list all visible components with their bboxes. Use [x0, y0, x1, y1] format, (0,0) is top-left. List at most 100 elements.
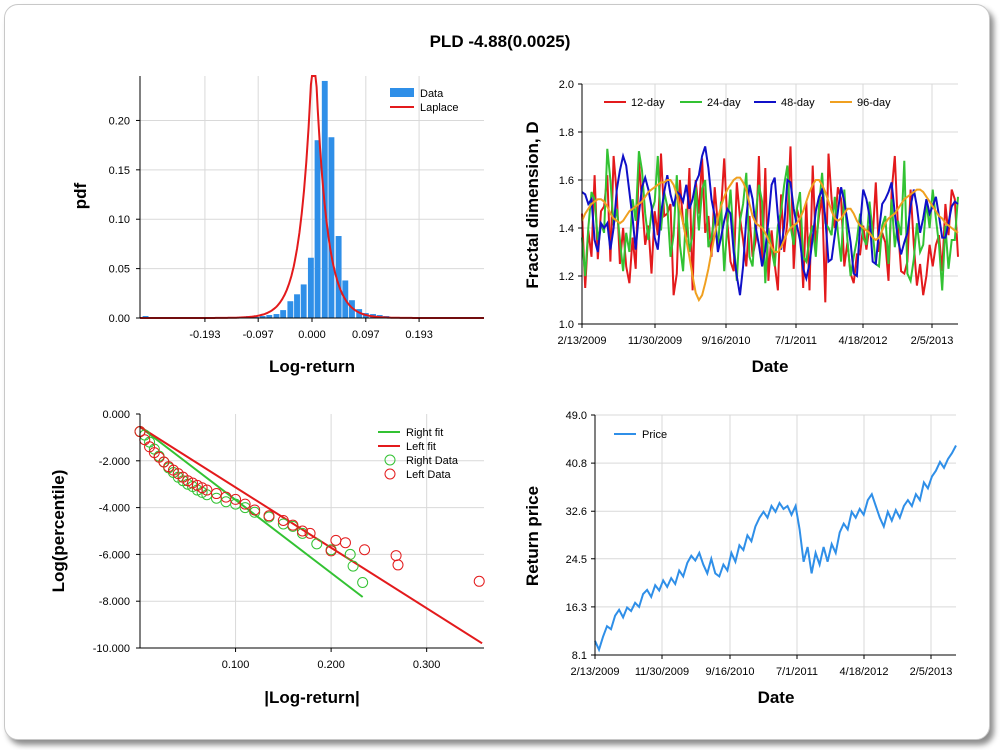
- legend-swatch-right-data: [384, 454, 396, 466]
- y-tick-label: 8.1: [572, 650, 587, 662]
- x-tick-label: 2/5/2013: [911, 335, 954, 347]
- x-tick-label: -0.097: [243, 329, 274, 341]
- series-line-48-day: [581, 146, 959, 296]
- tail-marks: [134, 426, 485, 645]
- histogram-bars: [142, 80, 418, 318]
- histogram-bar: [259, 316, 266, 318]
- x-tick-label: 4/18/2012: [839, 335, 888, 347]
- y-tick-label: -8.000: [99, 596, 130, 608]
- data-point: [473, 575, 485, 587]
- x-tick-label: 7/1/2011: [776, 666, 818, 678]
- legend-label: 12-day: [631, 97, 665, 109]
- histogram-bar: [294, 294, 300, 318]
- y-tick-label: 32.6: [566, 506, 587, 518]
- histogram-bar: [349, 300, 355, 318]
- data-point: [210, 488, 222, 500]
- x-tick-label: 7/1/2011: [775, 335, 817, 347]
- x-tick-label: 0.000: [298, 329, 326, 341]
- histogram-bar: [287, 301, 294, 318]
- tail-x-label: |Log-return|: [264, 688, 359, 707]
- y-tick-label: -6.000: [99, 549, 130, 561]
- data-point: [201, 484, 213, 496]
- data-point: [287, 519, 299, 531]
- price-y-label: Return price: [523, 486, 542, 586]
- data-point: [339, 537, 351, 549]
- x-tick-label: 2/13/2009: [558, 335, 607, 347]
- y-tick-label: 0.20: [109, 115, 130, 127]
- y-tick-label: 0.00: [109, 313, 130, 325]
- y-tick-label: 16.3: [566, 602, 587, 614]
- y-tick-label: 1.6: [559, 175, 574, 187]
- fit-line: [139, 426, 364, 598]
- histogram-y-ticks: 0.00 0.05 0.10 0.15 0.20: [109, 115, 140, 325]
- legend-label-right-fit: Right fit: [406, 427, 443, 439]
- price-axes: [594, 415, 956, 656]
- y-tick-label: 2.0: [559, 79, 574, 91]
- data-point: [304, 527, 316, 539]
- histogram-grid: [140, 76, 484, 318]
- x-tick-label: 11/30/2009: [635, 666, 689, 678]
- data-point: [230, 493, 242, 505]
- histogram-bar: [314, 140, 321, 318]
- data-point: [239, 498, 251, 510]
- histogram-bar: [335, 236, 342, 318]
- y-tick-label: 1.8: [559, 127, 574, 139]
- page-title: PLD -4.88(0.0025): [429, 32, 571, 51]
- histogram-bar: [307, 257, 314, 318]
- fractal-y-label: Fractal dimension, D: [523, 121, 542, 288]
- y-tick-label: 24.5: [566, 554, 587, 566]
- legend-swatch-left-data: [384, 468, 396, 480]
- series-line-24-day: [581, 148, 959, 291]
- y-tick-label: 1.4: [559, 223, 574, 235]
- fractal-panel: 2/13/2009 11/30/2009 9/16/2010 7/1/2011 4/18…: [523, 79, 959, 376]
- price-y-ticks: 8.1 16.3 24.5 32.6 40.8 49.0: [566, 410, 595, 662]
- data-point: [311, 538, 323, 550]
- legend-label: 96-day: [857, 97, 891, 109]
- x-tick-label: 9/16/2010: [702, 335, 751, 347]
- price-x-ticks: 2/13/2009 11/30/2009 9/16/2010 7/1/2011 4/18…: [571, 655, 952, 678]
- price-x-label: Date: [758, 688, 795, 707]
- legend-label-price: Price: [642, 429, 667, 441]
- data-point: [330, 534, 342, 546]
- data-point: [357, 576, 369, 588]
- legend-swatch-data: [390, 88, 414, 97]
- y-tick-label: -4.000: [99, 503, 130, 515]
- series-line-12-day: [581, 146, 959, 303]
- x-tick-label: 2/13/2009: [571, 666, 620, 678]
- fractal-axes: [581, 84, 958, 325]
- tail-legend: Right fit Left fit Right Data Left Data: [378, 427, 459, 481]
- data-point: [296, 527, 308, 539]
- data-point: [249, 504, 261, 516]
- histogram-bar: [328, 137, 335, 318]
- price-panel: 2/13/2009 11/30/2009 9/16/2010 7/1/2011 4/18…: [523, 410, 957, 707]
- data-point: [347, 560, 359, 572]
- x-tick-label: 9/16/2010: [706, 666, 755, 678]
- x-tick-label: 0.200: [317, 659, 345, 671]
- data-point: [344, 548, 356, 560]
- tail-y-ticks: 0.000 -2.000 -4.000 -6.000 -8.000 -10.000: [93, 409, 140, 655]
- fractal-x-ticks: 2/13/2009 11/30/2009 9/16/2010 7/1/2011 4/18…: [558, 324, 954, 347]
- x-tick-label: 0.300: [413, 659, 441, 671]
- x-tick-label: 0.097: [352, 329, 380, 341]
- tail-x-ticks: 0.100 0.200 0.300: [222, 648, 441, 671]
- data-point: [359, 544, 371, 556]
- x-tick-label: -0.193: [189, 329, 220, 341]
- fractal-lines: [581, 146, 959, 303]
- histogram-bar: [273, 314, 280, 318]
- y-tick-label: 49.0: [566, 410, 587, 422]
- legend-label-left-fit: Left fit: [406, 441, 436, 453]
- tail-grid: [140, 414, 484, 648]
- legend-label-data: Data: [420, 88, 444, 100]
- price-line: [594, 445, 957, 653]
- y-tick-label: -2.000: [99, 456, 130, 468]
- histogram-y-label: pdf: [71, 182, 90, 209]
- histogram-panel: -0.193 -0.097 0.000 0.097 0.193 0.00 0.05 0.10…: [71, 75, 484, 376]
- x-tick-label: 11/30/2009: [628, 335, 682, 347]
- data-point: [325, 545, 337, 557]
- price-legend: Price: [614, 429, 667, 441]
- legend-label: 24-day: [707, 97, 741, 109]
- data-point: [296, 525, 308, 537]
- y-tick-label: 0.000: [102, 409, 130, 421]
- histogram-bar: [300, 284, 307, 318]
- price-grid: [594, 414, 956, 655]
